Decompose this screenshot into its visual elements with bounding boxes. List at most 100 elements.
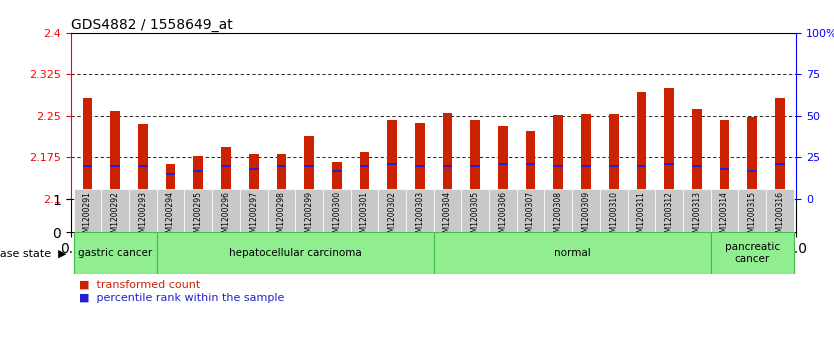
- Bar: [443, 113, 452, 199]
- Bar: [692, 109, 701, 199]
- Bar: [415, 123, 425, 199]
- Bar: [581, 165, 590, 167]
- Bar: [766, 189, 794, 232]
- Bar: [600, 189, 627, 232]
- Bar: [609, 114, 619, 199]
- Bar: [664, 163, 674, 165]
- Text: GSM1200308: GSM1200308: [554, 191, 563, 242]
- Bar: [277, 154, 286, 199]
- Bar: [304, 165, 314, 167]
- Text: GSM1200305: GSM1200305: [470, 191, 480, 242]
- Bar: [221, 165, 231, 167]
- Bar: [387, 163, 397, 165]
- Bar: [711, 189, 738, 232]
- Text: GDS4882 / 1558649_at: GDS4882 / 1558649_at: [71, 18, 233, 32]
- Text: GSM1200300: GSM1200300: [332, 191, 341, 242]
- Bar: [489, 189, 517, 232]
- Bar: [359, 152, 369, 199]
- Bar: [138, 165, 148, 167]
- Bar: [129, 189, 157, 232]
- Text: GSM1200307: GSM1200307: [526, 191, 535, 242]
- Bar: [525, 131, 535, 199]
- Bar: [525, 163, 535, 165]
- Bar: [102, 189, 129, 232]
- Bar: [277, 165, 286, 167]
- Bar: [443, 165, 452, 167]
- Bar: [747, 117, 757, 199]
- Text: GSM1200314: GSM1200314: [720, 191, 729, 242]
- Text: GSM1200304: GSM1200304: [443, 191, 452, 242]
- Bar: [636, 92, 646, 199]
- Text: GSM1200312: GSM1200312: [665, 191, 674, 242]
- Bar: [387, 120, 397, 199]
- Bar: [683, 189, 711, 232]
- Text: GSM1200294: GSM1200294: [166, 191, 175, 242]
- Bar: [332, 162, 342, 199]
- Text: GSM1200315: GSM1200315: [747, 191, 756, 242]
- Bar: [627, 189, 656, 232]
- Bar: [720, 120, 729, 199]
- Bar: [157, 189, 184, 232]
- Bar: [359, 165, 369, 167]
- Text: ■  percentile rank within the sample: ■ percentile rank within the sample: [79, 293, 284, 303]
- Bar: [110, 111, 120, 199]
- Bar: [664, 88, 674, 199]
- Bar: [747, 170, 757, 172]
- Bar: [692, 165, 701, 167]
- Bar: [738, 189, 766, 232]
- Bar: [406, 189, 434, 232]
- Bar: [240, 189, 268, 232]
- Bar: [379, 189, 406, 232]
- Text: GSM1200296: GSM1200296: [222, 191, 230, 242]
- Bar: [249, 168, 259, 170]
- Text: GSM1200303: GSM1200303: [415, 191, 425, 242]
- Bar: [470, 165, 480, 167]
- Text: disease state  ▶: disease state ▶: [0, 248, 67, 258]
- Bar: [720, 168, 729, 170]
- Bar: [193, 156, 203, 199]
- Text: GSM1200302: GSM1200302: [388, 191, 397, 242]
- Text: GSM1200292: GSM1200292: [111, 191, 120, 242]
- Text: GSM1200291: GSM1200291: [83, 191, 92, 242]
- Bar: [434, 232, 711, 274]
- Text: GSM1200299: GSM1200299: [304, 191, 314, 242]
- Bar: [83, 98, 93, 199]
- Text: GSM1200298: GSM1200298: [277, 191, 286, 242]
- Text: GSM1200301: GSM1200301: [360, 191, 369, 242]
- Bar: [470, 120, 480, 199]
- Bar: [166, 164, 175, 199]
- Bar: [110, 165, 120, 167]
- Bar: [166, 173, 175, 175]
- Text: hepatocellular carcinoma: hepatocellular carcinoma: [229, 248, 362, 258]
- Bar: [554, 165, 563, 167]
- Bar: [83, 165, 93, 167]
- Bar: [350, 189, 379, 232]
- Bar: [332, 170, 342, 172]
- Bar: [268, 189, 295, 232]
- Bar: [636, 165, 646, 167]
- Bar: [184, 189, 212, 232]
- Bar: [73, 189, 102, 232]
- Text: GSM1200293: GSM1200293: [138, 191, 148, 242]
- Text: normal: normal: [554, 248, 590, 258]
- Text: GSM1200310: GSM1200310: [609, 191, 618, 242]
- Bar: [498, 163, 508, 165]
- Bar: [212, 189, 240, 232]
- Text: GSM1200316: GSM1200316: [776, 191, 784, 242]
- Bar: [581, 114, 590, 199]
- Bar: [415, 165, 425, 167]
- Bar: [545, 189, 572, 232]
- Bar: [157, 232, 434, 274]
- Bar: [572, 189, 600, 232]
- Text: GSM1200297: GSM1200297: [249, 191, 259, 242]
- Bar: [249, 154, 259, 199]
- Bar: [323, 189, 350, 232]
- Bar: [304, 136, 314, 199]
- Bar: [498, 126, 508, 199]
- Bar: [295, 189, 323, 232]
- Bar: [775, 98, 785, 199]
- Text: GSM1200311: GSM1200311: [637, 191, 646, 242]
- Text: GSM1200313: GSM1200313: [692, 191, 701, 242]
- Text: GSM1200295: GSM1200295: [193, 191, 203, 242]
- Text: GSM1200309: GSM1200309: [581, 191, 590, 242]
